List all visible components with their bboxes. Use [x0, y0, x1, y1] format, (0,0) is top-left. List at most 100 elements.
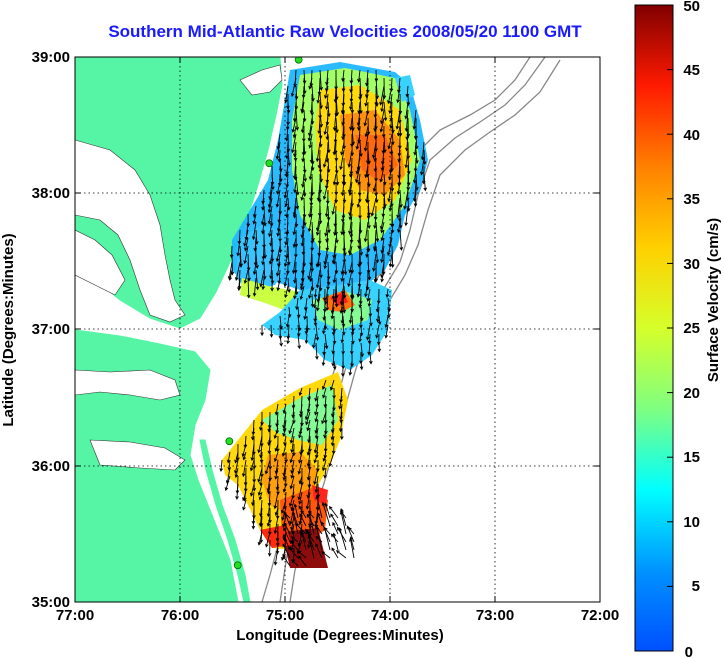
velocity-arrow	[300, 531, 307, 551]
velocity-arrow	[358, 333, 362, 343]
velocity-arrow	[275, 141, 281, 160]
velocity-arrow	[291, 133, 297, 154]
velocity-arrow	[367, 333, 372, 345]
velocity-arrow	[275, 189, 281, 208]
velocity-arrow	[319, 261, 323, 279]
velocity-arrow	[324, 197, 329, 218]
velocity-arrow	[366, 324, 371, 341]
velocity-arrow	[387, 85, 393, 105]
velocity-arrow	[315, 342, 319, 360]
velocity-arrow	[291, 536, 299, 543]
velocity-arrow	[280, 499, 287, 514]
velocity-arrow	[330, 435, 335, 447]
velocity-arrow	[305, 491, 311, 510]
velocity-arrow	[306, 419, 311, 432]
velocity-arrow	[315, 141, 321, 163]
velocity-arrow	[384, 324, 389, 339]
velocity-arrow	[333, 221, 337, 236]
velocity-arrows	[219, 69, 428, 567]
velocity-arrow	[338, 395, 343, 410]
velocity-arrow	[293, 285, 297, 300]
velocity-arrow	[364, 277, 369, 298]
velocity-arrow	[340, 333, 345, 344]
velocity-arrow	[250, 443, 255, 462]
velocity-arrow	[348, 213, 353, 235]
velocity-arrow	[336, 550, 347, 559]
velocity-arrow	[288, 419, 295, 435]
velocity-arrow	[359, 237, 364, 256]
velocity-arrow	[296, 306, 301, 319]
velocity-arrow	[298, 387, 303, 397]
velocity-arrow	[332, 521, 339, 535]
velocity-arrow	[359, 360, 364, 371]
velocity-arrow	[266, 499, 271, 518]
velocity-arrow	[273, 427, 279, 440]
colorbar-labels: 50 45 40 35 30 25 20 15 10 5 0	[683, 0, 700, 659]
velocity-arrow	[252, 261, 257, 276]
velocity-arrow	[423, 173, 428, 192]
radar-stations	[225, 57, 303, 570]
velocity-arrow	[404, 205, 409, 227]
velocity-arrow	[289, 475, 295, 490]
velocity-arrow	[298, 491, 303, 505]
velocity-arrow	[297, 483, 303, 501]
velocity-arrow	[396, 85, 401, 104]
velocity-arrow	[363, 133, 369, 152]
colorbar	[634, 4, 674, 652]
velocity-arrow	[325, 93, 329, 111]
velocity-arrow	[356, 197, 361, 208]
velocity-arrow	[369, 315, 373, 327]
velocity-arrow	[261, 277, 266, 291]
velocity-arrow	[270, 277, 274, 292]
velocity-arrow	[285, 141, 289, 160]
velocity-arrow	[299, 513, 307, 527]
velocity-arrow	[275, 261, 281, 277]
velocity-arrow	[289, 507, 295, 525]
velocity-arrow	[236, 237, 241, 257]
velocity-arrow	[322, 459, 327, 472]
velocity-arrow	[319, 69, 324, 91]
velocity-arrow	[364, 125, 369, 138]
velocity-arrow	[251, 515, 256, 530]
velocity-arrow	[396, 125, 401, 137]
velocity-arrow	[324, 85, 329, 99]
velocity-arrow	[298, 451, 303, 464]
velocity-arrow	[267, 221, 273, 238]
velocity-arrow	[404, 149, 409, 169]
velocity-arrow	[267, 435, 271, 447]
x-axis-title: Longitude (Degrees:Minutes)	[236, 627, 444, 644]
velocity-arrow	[379, 165, 385, 183]
velocity-arrow	[315, 525, 323, 551]
velocity-arrow	[249, 483, 255, 497]
velocity-arrow	[264, 459, 271, 475]
velocity-arrow	[307, 125, 313, 142]
velocity-arrow	[289, 540, 299, 551]
velocity-arrow	[347, 269, 353, 288]
velocity-arrow	[367, 213, 371, 230]
velocity-arrow	[308, 512, 315, 535]
velocity-arrow	[332, 360, 337, 371]
velocity-arrow	[338, 527, 347, 551]
velocity-arrow	[340, 427, 344, 440]
velocity-arrow	[376, 306, 380, 323]
velocity-arrow	[283, 253, 289, 268]
radar-station-marker	[294, 57, 303, 64]
velocity-arrow	[252, 213, 257, 225]
velocity-arrow	[300, 229, 305, 247]
velocity-arrow	[403, 189, 409, 210]
x-axis-ticks	[74, 57, 601, 602]
velocity-arrow	[377, 342, 382, 353]
velocity-arrow	[279, 333, 283, 347]
velocity-arrow	[324, 221, 329, 237]
velocity-arrow	[293, 503, 299, 519]
velocity-arrow	[332, 532, 339, 551]
velocity-arrow	[242, 491, 247, 502]
velocity-arrow	[287, 149, 292, 167]
x-tick-label: 77:00	[56, 607, 94, 624]
land-mass	[75, 57, 283, 602]
gridlines	[75, 57, 600, 602]
velocity-arrow	[267, 443, 272, 455]
velocity-arrow	[341, 324, 346, 336]
colorbar-tick-label: 5	[692, 578, 700, 595]
velocity-arrow	[342, 297, 347, 314]
